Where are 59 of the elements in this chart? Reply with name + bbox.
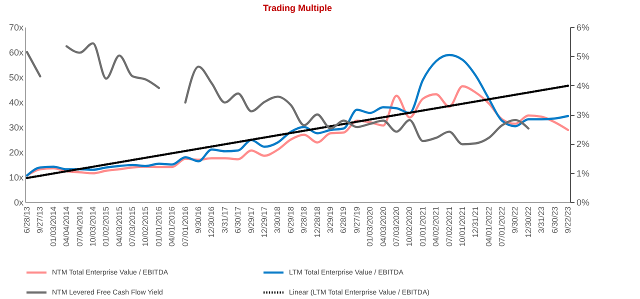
x-tick-label: 04/01/2016: [168, 206, 177, 247]
x-tick-label: 01/03/2014: [48, 206, 58, 247]
x-tick-label: 04/04/2014: [62, 206, 72, 247]
y-tick-label: 10x: [8, 172, 24, 182]
x-tick-label: 12/30/16: [207, 206, 216, 238]
x-tick-label: 04/01/2022: [484, 206, 494, 247]
x-tick-label: 07/01/2016: [180, 206, 190, 247]
x-tick-label: 07/03/2015: [128, 206, 138, 247]
y-tick-label: 40x: [8, 98, 24, 108]
x-tick-label: 10/03/2014: [88, 206, 98, 247]
line-series: [26, 54, 570, 177]
x-tick-label: 6/30/17: [234, 206, 243, 234]
x-tick-label: 04/03/2020: [378, 206, 388, 247]
y2-tick-label: 1%: [576, 168, 590, 178]
y-tick-label: 70x: [8, 22, 24, 32]
x-tick-label: 9/30/22: [510, 206, 520, 234]
x-tick-label: 12/28/18: [312, 206, 322, 238]
x-tick-label: 6/28/13: [22, 206, 32, 234]
x-tick-label: 07/03/2020: [392, 206, 401, 247]
x-tick-label: 12/29/17: [260, 206, 270, 238]
x-tick-label: 01/03/2020: [366, 206, 375, 247]
x-tick-label: 9/28/18: [300, 206, 309, 234]
chart-title: Trading Multiple: [263, 3, 332, 13]
x-tick-label: 3/31/17: [220, 206, 230, 234]
x-tick-label: 12/30/22: [524, 206, 533, 238]
x-tick-label: 3/31/23: [537, 206, 546, 234]
y-tick-label: 50x: [8, 72, 24, 82]
y-tick-label: 20x: [8, 148, 24, 158]
y2-tick-label: 0%: [576, 198, 590, 208]
y2-tick-label: 6%: [576, 22, 590, 32]
x-tick-label: 01/01/2016: [154, 206, 164, 247]
y-tick-label: 30x: [8, 122, 24, 132]
y2-tick-label: 5%: [576, 52, 590, 62]
x-tick-label: 3/29/19: [326, 206, 335, 234]
y-tick-label: 60x: [8, 48, 24, 58]
x-tick-label: 10/02/2015: [141, 206, 150, 247]
x-tick-label: 3/30/18: [273, 206, 282, 234]
x-tick-label: 9/30/16: [194, 206, 204, 234]
x-tick-label: 01/02/2015: [102, 206, 111, 247]
x-tick-label: 04/03/2015: [114, 206, 124, 247]
x-tick-label: 07/01/2022: [498, 206, 507, 247]
x-tick-label: 6/29/18: [286, 206, 296, 234]
x-tick-label: 07/02/2021: [444, 206, 454, 247]
x-tick-label: 10/02/2020: [405, 206, 414, 247]
x-tick-label: 9/27/13: [36, 206, 45, 234]
x-tick-label: 01/01/2021: [418, 206, 428, 247]
x-tick-label: 10/01/2021: [458, 206, 467, 247]
y2-tick-label: 4%: [576, 80, 590, 91]
x-tick-label: 6/30/23: [550, 206, 560, 234]
x-tick-label: 9/27/19: [352, 206, 362, 234]
x-tick-label: 9/29/17: [246, 206, 256, 234]
y2-tick-label: 3%: [576, 110, 590, 120]
x-tick-label: 9/22/23: [564, 206, 573, 234]
x-tick-label: 07/04/2014: [75, 206, 84, 247]
y2-tick-label: 2%: [576, 139, 590, 150]
x-tick-label: 6/28/19: [339, 206, 348, 234]
y-tick-label: 0x: [14, 198, 24, 208]
x-tick-label: 04/02/2021: [432, 206, 441, 247]
x-tick-label: 12/31/21: [471, 206, 480, 238]
